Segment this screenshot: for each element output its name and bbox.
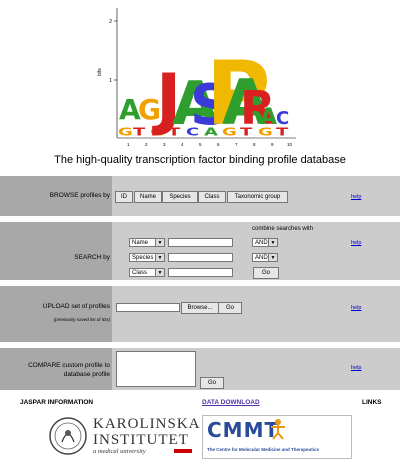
logo-letter: T xyxy=(168,126,181,138)
search-field-select-2[interactable]: Species ▼ xyxy=(129,253,165,262)
chevron-down-icon: ▼ xyxy=(155,239,164,246)
upload-file-input[interactable] xyxy=(116,303,180,312)
logo-letter-J: J xyxy=(152,60,181,139)
compare-help-link[interactable]: help xyxy=(351,365,362,371)
logo-letter: G xyxy=(258,126,273,138)
browse-id-button[interactable]: ID xyxy=(115,191,133,203)
logo-letter-A3: A xyxy=(222,66,270,139)
logo-letter: G xyxy=(150,126,165,138)
ki-line2: INSTITUTET xyxy=(93,432,189,448)
search-op-select-2[interactable]: AND ▼ xyxy=(252,253,278,262)
upload-help-link[interactable]: help xyxy=(351,305,362,311)
logo-svg: 2 1 bits G T G T C A G T G T A G J A S P… xyxy=(97,8,296,147)
karolinska-seal-icon xyxy=(49,417,87,455)
jaspar-information-link[interactable]: JASPAR INFORMATION xyxy=(20,399,94,406)
chevron-down-icon: ▼ xyxy=(155,269,164,276)
upload-sublabel: (previously saved list of IDs) xyxy=(53,317,110,322)
ki-line1: KAROLINSKA xyxy=(93,416,201,432)
logo-letter-A: A xyxy=(119,93,141,126)
logo-letter: A xyxy=(204,126,219,138)
compare-label-line2: database profile xyxy=(63,371,110,378)
logo-letter-A4: A xyxy=(260,105,277,130)
logo-letter: C xyxy=(186,126,199,138)
search-text-input-2[interactable] xyxy=(168,253,233,262)
upload-browse-button[interactable]: Browse... xyxy=(181,302,219,314)
browse-name-button[interactable]: Name xyxy=(134,191,162,203)
browse-taxonomic-button[interactable]: Taxonomic group xyxy=(227,191,288,203)
browse-class-button[interactable]: Class xyxy=(198,191,226,203)
logo-letter: G xyxy=(118,126,133,138)
browse-species-button[interactable]: Species xyxy=(162,191,198,203)
logo-letter: T xyxy=(240,126,253,138)
logo-ytick-1: 1 xyxy=(109,78,112,84)
upload-section: UPLOAD set of profiles (previously saved… xyxy=(0,286,400,342)
logo-pos: 1 xyxy=(127,142,130,147)
logo-letter-A2: A xyxy=(172,69,219,139)
links-link[interactable]: LINKS xyxy=(362,399,382,406)
logo-pos: 4 xyxy=(181,142,184,147)
upload-go-button[interactable]: Go xyxy=(218,302,242,314)
logo-ytick-2: 2 xyxy=(109,19,112,25)
logo-pos: 3 xyxy=(163,142,166,147)
upload-label: UPLOAD set of profiles xyxy=(42,303,110,310)
search-label: SEARCH by xyxy=(74,254,110,261)
compare-section: COMPARE custom profile to database profi… xyxy=(0,348,400,390)
search-op-select-1[interactable]: AND ▼ xyxy=(252,238,278,247)
search-field-select-3[interactable]: Class ▼ xyxy=(129,268,165,277)
logo-letter-R: R xyxy=(240,81,275,135)
jaspar-sequence-logo: 2 1 bits G T G T C A G T G T A G J A S P… xyxy=(0,0,400,150)
search-help-link[interactable]: help xyxy=(351,240,362,246)
logo-ylabel: bits xyxy=(97,68,103,76)
browse-label: BROWSE profiles by xyxy=(49,192,110,199)
logo-pos: 7 xyxy=(235,142,238,147)
cmmt-full-name: The Centre for Molecular Medicine and Th… xyxy=(207,447,320,452)
karolinska-logo[interactable]: KAROLINSKA INSTITUTET a medical universi… xyxy=(46,414,200,458)
logo-pos: 9 xyxy=(271,142,274,147)
browse-help-link[interactable]: help xyxy=(351,194,362,200)
compare-label-line1: COMPARE custom profile to xyxy=(28,362,110,369)
search-go-button[interactable]: Go xyxy=(253,267,279,279)
compare-go-button[interactable]: Go xyxy=(200,377,224,389)
combine-label: combine searches with xyxy=(252,226,314,232)
logo-pos: 5 xyxy=(199,142,202,147)
logo-letter-C: C xyxy=(276,108,289,129)
cmmt-logo[interactable]: CMMT The Centre for Molecular Medicine a… xyxy=(202,415,352,459)
logo-letter: G xyxy=(222,126,237,138)
browse-section: BROWSE profiles by ID Name Species Class… xyxy=(0,176,400,216)
logo-letter: T xyxy=(276,126,289,138)
chevron-down-icon: ▼ xyxy=(268,239,277,246)
logo-pos: 10 xyxy=(287,142,293,147)
tagline: The high-quality transcription factor bi… xyxy=(54,154,346,166)
logo-letter-S: S xyxy=(190,73,230,138)
logo-pos: 2 xyxy=(145,142,148,147)
logo-letter-P: P xyxy=(206,42,271,145)
logo-pos: 6 xyxy=(217,142,220,147)
ki-stripe xyxy=(174,449,192,453)
chevron-down-icon: ▼ xyxy=(155,254,164,261)
compare-profile-textarea[interactable] xyxy=(116,351,196,387)
search-section: SEARCH by combine searches with Name ▼ AN… xyxy=(0,222,400,280)
search-text-input-1[interactable] xyxy=(168,238,233,247)
cmmt-figure-icon xyxy=(271,419,285,440)
search-text-input-3[interactable] xyxy=(168,268,233,277)
logo-letter-G: G xyxy=(138,93,161,126)
chevron-down-icon: ▼ xyxy=(268,254,277,261)
logo-pos: 8 xyxy=(253,142,256,147)
search-field-select-1[interactable]: Name ▼ xyxy=(129,238,165,247)
logo-letter: T xyxy=(133,126,146,138)
data-download-link[interactable]: DATA DOWNLOAD xyxy=(202,399,260,406)
ki-line3: a medical university xyxy=(93,448,146,455)
cmmt-name: CMMT xyxy=(207,418,280,442)
